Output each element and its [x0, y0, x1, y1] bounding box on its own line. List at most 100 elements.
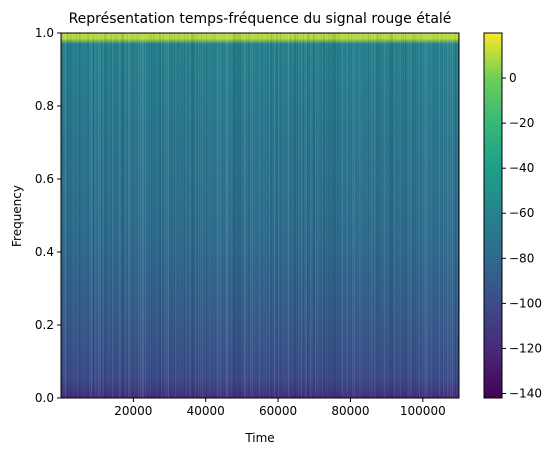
- time-streak: [123, 33, 124, 398]
- time-streak: [455, 33, 456, 398]
- time-streak: [374, 33, 375, 398]
- time-streak: [98, 33, 99, 398]
- time-streak: [125, 33, 126, 398]
- time-streak: [217, 33, 218, 398]
- time-streak: [348, 33, 349, 398]
- time-streak: [101, 33, 102, 398]
- time-streak: [68, 33, 69, 398]
- time-streaks: [62, 33, 459, 398]
- time-streak: [159, 33, 160, 398]
- time-streak: [166, 33, 167, 398]
- time-streak: [408, 33, 409, 398]
- time-streak: [442, 33, 443, 398]
- time-streak: [187, 33, 188, 398]
- time-streak: [226, 33, 227, 398]
- time-streak: [276, 33, 277, 398]
- colorbar-axis: 0 −20 −40 −60 −80 −100 −120 −140: [502, 71, 542, 400]
- time-streak: [405, 33, 406, 398]
- time-streak: [200, 33, 201, 398]
- time-streak: [191, 33, 192, 398]
- y-tick-label: 0.8: [35, 99, 54, 113]
- time-streak: [246, 33, 247, 398]
- time-streak: [448, 33, 449, 398]
- time-streak: [361, 33, 362, 398]
- time-streak: [130, 33, 131, 398]
- time-streak: [309, 33, 310, 398]
- time-streak: [138, 33, 139, 398]
- time-streak: [77, 33, 78, 398]
- time-streak: [71, 33, 72, 398]
- x-tick-label: 20000: [114, 404, 152, 418]
- time-streak: [337, 33, 338, 398]
- time-streak: [169, 33, 170, 398]
- time-streak: [218, 33, 219, 398]
- time-streak: [314, 33, 315, 398]
- time-streak: [426, 33, 427, 398]
- time-streak: [347, 33, 348, 398]
- time-streak: [391, 33, 392, 398]
- time-streak: [201, 33, 202, 398]
- time-streak: [317, 33, 318, 398]
- time-streak: [280, 33, 281, 398]
- time-streak: [271, 33, 272, 398]
- time-streak: [306, 33, 307, 398]
- time-streak: [420, 33, 421, 398]
- time-streak: [89, 33, 90, 398]
- plot-area: [61, 33, 459, 398]
- time-streak: [289, 33, 290, 398]
- time-streak: [305, 33, 306, 398]
- spectrogram-base: [61, 33, 459, 398]
- time-streak: [261, 33, 262, 398]
- time-streak: [433, 33, 434, 398]
- time-streak: [401, 33, 402, 398]
- time-streak: [352, 33, 353, 398]
- y-tick-label: 0.2: [35, 318, 54, 332]
- time-streak: [259, 33, 260, 398]
- time-streak: [267, 33, 268, 398]
- time-streak: [105, 33, 106, 398]
- time-streak: [239, 33, 240, 398]
- time-streak: [307, 33, 308, 398]
- x-axis-label: Time: [244, 431, 274, 445]
- time-streak: [447, 33, 448, 398]
- time-streak: [250, 33, 251, 398]
- time-streak: [234, 33, 235, 398]
- time-streak: [330, 33, 331, 398]
- time-streak: [212, 33, 213, 398]
- time-streak: [315, 33, 316, 398]
- time-streak: [168, 33, 169, 398]
- colorbar-tick-label: −140: [509, 386, 542, 400]
- time-streak: [411, 33, 412, 398]
- time-streak: [419, 33, 420, 398]
- time-streak: [329, 33, 330, 398]
- time-streak: [120, 33, 121, 398]
- time-streak: [80, 33, 81, 398]
- time-streak: [62, 33, 63, 398]
- time-streak: [121, 33, 122, 398]
- time-streak: [142, 33, 143, 398]
- time-streak: [431, 33, 432, 398]
- time-streak: [184, 33, 185, 398]
- time-streak: [137, 33, 138, 398]
- time-streak: [389, 33, 390, 398]
- time-streak: [248, 33, 249, 398]
- time-streak: [128, 33, 129, 398]
- colorbar-tick-label: −40: [509, 161, 534, 175]
- time-streak: [294, 33, 295, 398]
- time-streak: [179, 33, 180, 398]
- time-streak: [145, 33, 146, 398]
- time-streak: [127, 33, 128, 398]
- time-streak: [354, 33, 355, 398]
- time-streak: [194, 33, 195, 398]
- time-streak: [151, 33, 152, 398]
- colorbar-tick-label: −100: [509, 296, 542, 310]
- time-streak: [163, 33, 164, 398]
- time-streak: [394, 33, 395, 398]
- time-streak: [114, 33, 115, 398]
- time-streak: [70, 33, 71, 398]
- time-streak: [424, 33, 425, 398]
- time-streak: [378, 33, 379, 398]
- time-streak: [377, 33, 378, 398]
- time-streak: [313, 33, 314, 398]
- colorbar-tick-label: −60: [509, 206, 534, 220]
